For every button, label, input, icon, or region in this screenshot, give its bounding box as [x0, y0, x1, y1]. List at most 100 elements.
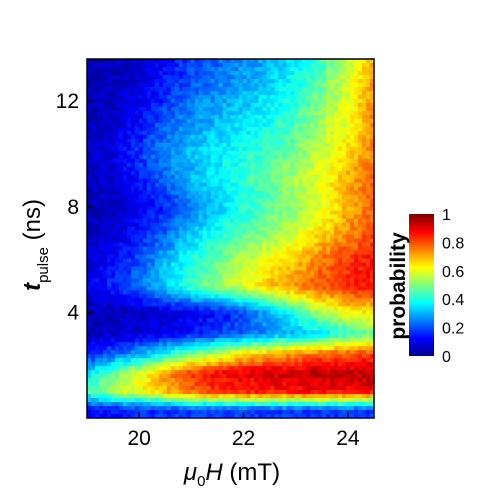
heatmap-cell — [330, 174, 335, 180]
heatmap-cell — [254, 250, 260, 256]
heatmap-cell — [258, 330, 263, 335]
heatmap-cell — [110, 310, 116, 315]
heatmap-cell — [294, 314, 299, 319]
heatmap-cell — [318, 154, 323, 160]
heatmap-cell — [90, 242, 96, 248]
heatmap-cell — [198, 258, 204, 264]
heatmap-cell — [314, 102, 319, 108]
heatmap-cell — [174, 306, 180, 311]
heatmap-cell — [206, 126, 212, 132]
heatmap-cell — [290, 82, 295, 88]
heatmap-cell — [110, 130, 116, 136]
heatmap-cell — [302, 222, 307, 228]
heatmap-cell — [310, 130, 315, 136]
heatmap-cell — [270, 90, 275, 96]
heatmap-cell — [290, 282, 295, 287]
heatmap-cell — [154, 202, 160, 208]
heatmap-cell — [150, 234, 156, 240]
heatmap-cell — [218, 62, 224, 68]
heatmap-cell — [362, 302, 367, 307]
heatmap-cell — [87, 286, 92, 291]
heatmap-cell — [222, 282, 228, 287]
heatmap-cell — [282, 110, 287, 116]
heatmap-cell — [258, 246, 263, 252]
heatmap-cell — [134, 226, 140, 232]
heatmap-cell — [178, 122, 184, 128]
heatmap-cell — [334, 314, 339, 319]
heatmap-cell — [186, 234, 192, 240]
heatmap-cell — [322, 214, 327, 220]
heatmap-cell — [138, 334, 144, 339]
heatmap-cell — [90, 238, 96, 244]
heatmap-cell — [158, 238, 164, 244]
heatmap-cell — [98, 234, 104, 240]
heatmap-cell — [90, 82, 96, 88]
heatmap-cell — [306, 274, 311, 279]
heatmap-cell — [326, 146, 331, 152]
heatmap-cell — [230, 62, 236, 68]
heatmap-cell — [250, 138, 256, 144]
heatmap-cell — [230, 82, 236, 88]
heatmap-cell — [330, 74, 335, 80]
heatmap-cell — [330, 230, 335, 236]
heatmap-cell — [210, 86, 216, 92]
heatmap-cell — [306, 186, 311, 192]
heatmap-cell — [318, 262, 323, 268]
heatmap-cell — [358, 146, 363, 152]
heatmap-cell — [222, 59, 228, 64]
heatmap-cell — [114, 330, 120, 335]
heatmap-cell — [238, 274, 244, 279]
heatmap-cell — [218, 82, 224, 88]
heatmap-cell — [270, 106, 275, 112]
heatmap-cell — [358, 206, 363, 212]
heatmap-cell — [218, 106, 224, 112]
heatmap-cell — [146, 294, 152, 299]
heatmap-cell — [202, 286, 208, 291]
heatmap-cell — [174, 254, 180, 260]
heatmap-cell — [254, 90, 260, 96]
heatmap-cell — [166, 70, 172, 76]
heatmap-cell — [346, 138, 351, 144]
heatmap-cell — [282, 330, 287, 335]
heatmap-cell — [270, 274, 275, 279]
heatmap-cell — [258, 270, 263, 275]
heatmap-cell — [242, 170, 248, 176]
heatmap-cell — [150, 218, 156, 224]
heatmap-cell — [322, 158, 327, 164]
heatmap-cell — [370, 218, 374, 224]
heatmap-cell — [366, 178, 371, 184]
heatmap-cell — [322, 66, 327, 72]
heatmap-cell — [298, 254, 303, 260]
heatmap-cell — [242, 298, 248, 303]
heatmap-cell — [250, 62, 256, 68]
heatmap-cell — [110, 238, 116, 244]
heatmap-cell — [286, 130, 291, 136]
heatmap-cell — [270, 194, 275, 200]
heatmap-cell — [362, 62, 367, 68]
heatmap-cell — [122, 59, 128, 64]
heatmap-cell — [102, 110, 108, 116]
heatmap-cell — [306, 86, 311, 92]
heatmap-cell — [310, 62, 315, 68]
heatmap-cell — [150, 270, 156, 275]
heatmap-cell — [262, 166, 267, 172]
heatmap-cell — [178, 110, 184, 116]
heatmap-cell — [226, 226, 232, 232]
heatmap-cell — [194, 78, 200, 84]
heatmap-cell — [170, 282, 176, 287]
heatmap-cell — [178, 162, 184, 168]
heatmap-cell — [186, 126, 192, 132]
heatmap-cell — [334, 174, 339, 180]
heatmap-cell — [182, 114, 188, 120]
heatmap-cell — [370, 302, 374, 307]
heatmap-cell — [290, 59, 295, 64]
heatmap-cell — [202, 90, 208, 96]
heatmap-cell — [366, 318, 371, 323]
heatmap-cell — [102, 258, 108, 264]
heatmap-cell — [318, 178, 323, 184]
heatmap-cell — [358, 262, 363, 268]
heatmap-cell — [206, 270, 212, 275]
heatmap-cell — [358, 246, 363, 252]
heatmap-cell — [142, 182, 148, 188]
heatmap-cell — [214, 250, 220, 256]
